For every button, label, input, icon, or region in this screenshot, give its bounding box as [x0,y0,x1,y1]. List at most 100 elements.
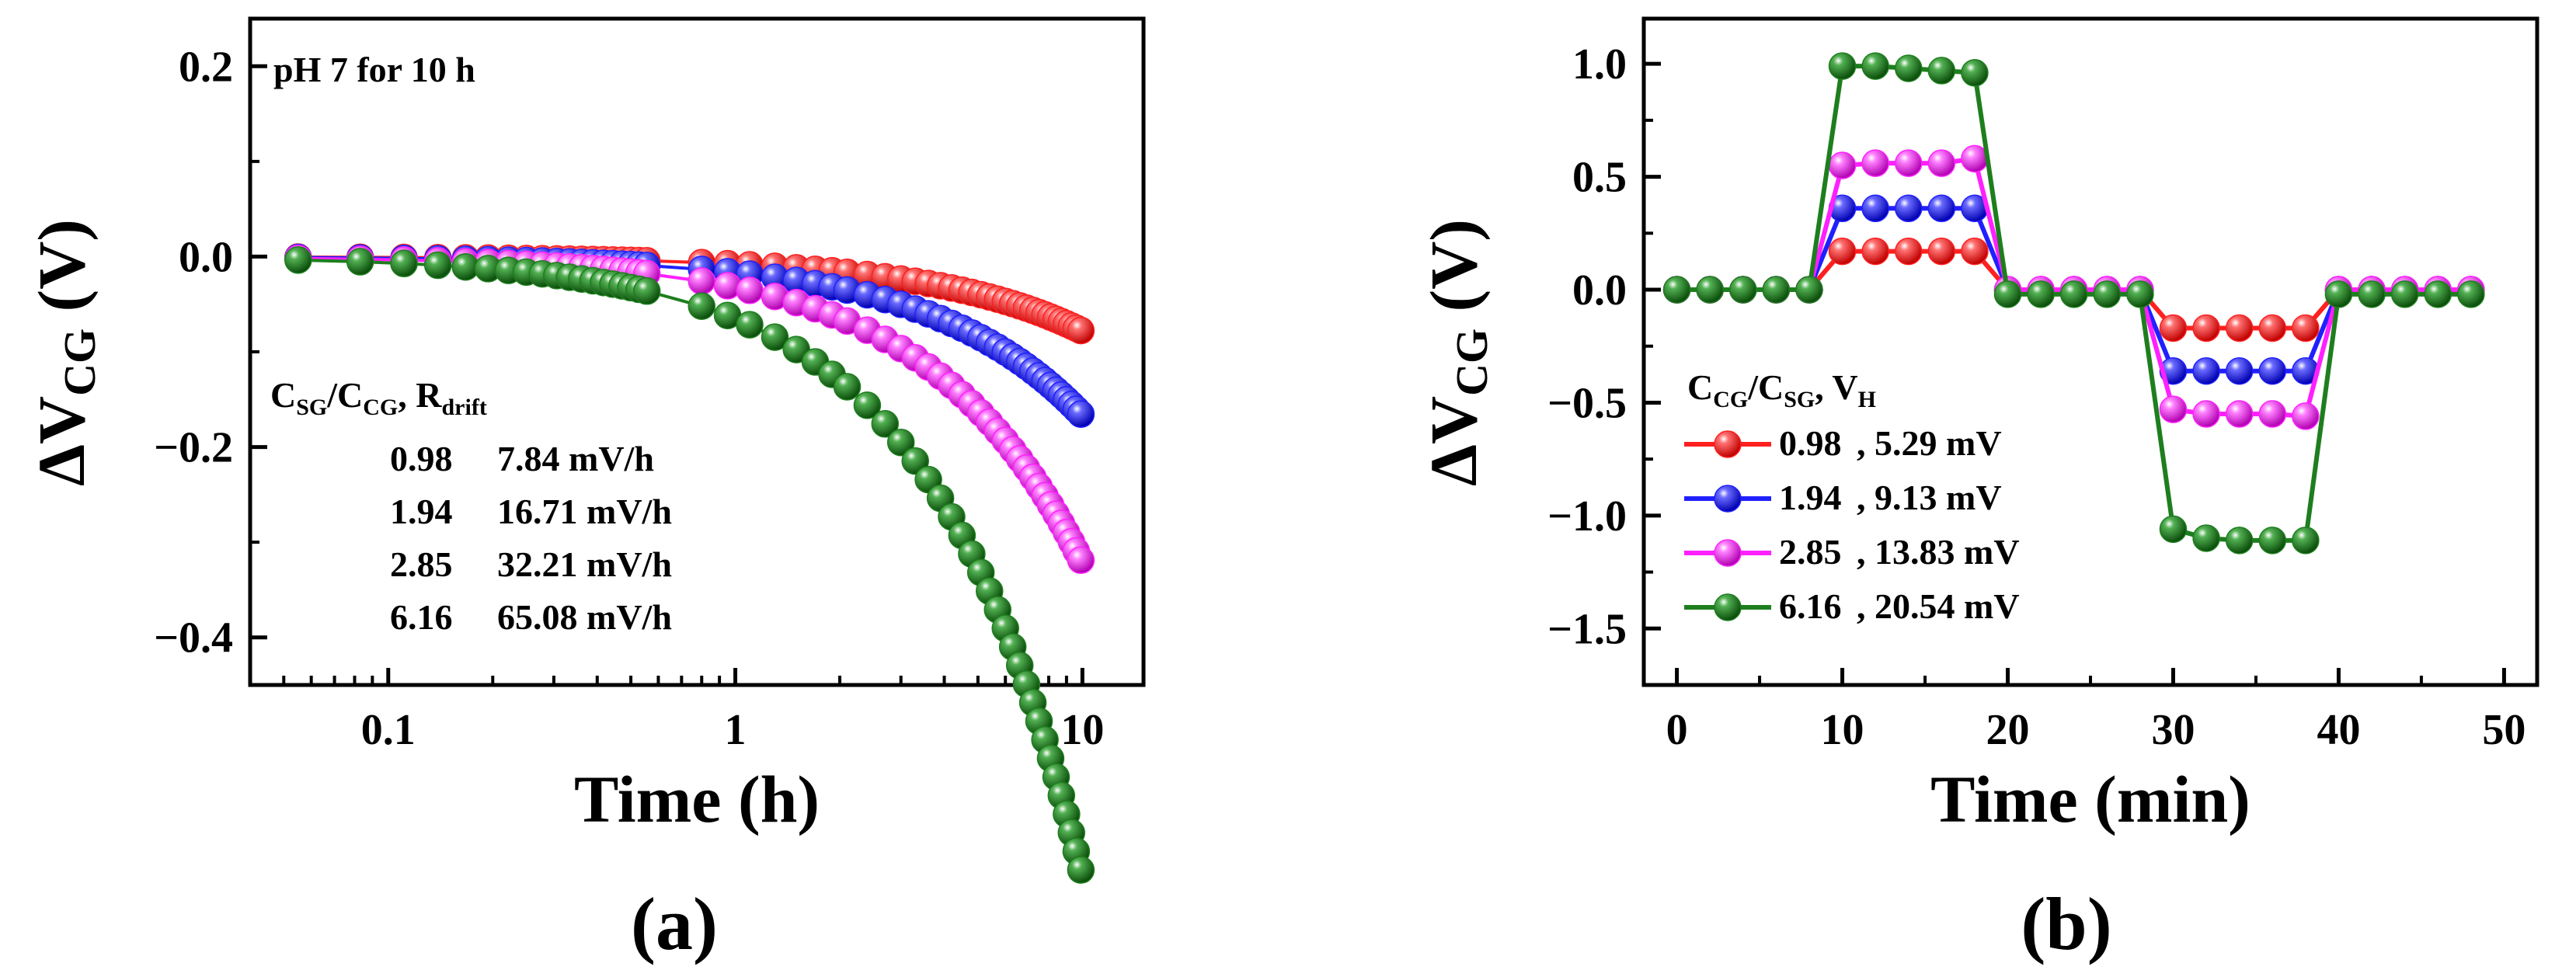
data-point [853,391,882,419]
legend-ratio: 2.85 [1779,532,1842,572]
data-point [2258,356,2287,385]
legend-ratio: 6.16 [390,597,453,637]
data-point [2192,314,2220,342]
data-point [2225,400,2254,428]
panel-a: pH 7 for 10 h 0.20.0−0.2−0.4 0.1 1 10 ΔVCG… [24,16,1146,965]
data-point [2192,524,2220,552]
data-point [423,251,452,280]
data-point [1861,149,1889,177]
legend-title-mid: /C [326,375,363,415]
legend-ratio: 2.85 [390,544,453,584]
legend-title-sub2: CG [363,395,398,420]
legend-title-r: , R [398,375,442,415]
panel-b-legend-entries: 0.98 , 5.29 mV 1.94 , 9.13 mV 2.85 , 13.83 mV… [1684,423,2020,626]
legend-title-v: , V [1815,367,1857,407]
data-point [2358,280,2386,308]
data-point [1894,149,1923,177]
legend-title-sub3: H [1858,387,1876,412]
data-point [2225,356,2254,385]
data-point [886,428,915,457]
data-point [346,248,374,276]
data-point [1067,400,1095,428]
legend-hysteresis: , 13.83 mV [1857,532,2020,572]
data-point [2292,402,2320,430]
y-tick-label: 0.2 [179,43,233,91]
data-point [2292,527,2320,555]
panel-a-legend-title: CSG/CCG, Rdrift [270,375,487,420]
data-point [1067,856,1095,884]
data-point [284,246,312,274]
panel-b-y-axis: 1.0 0.5 0.0 −0.5 −1.0 −1.5 [1547,40,1661,653]
data-point [2390,280,2419,308]
legend-title-sub1: SG [296,395,327,420]
data-point [1927,57,1956,85]
data-point [1993,280,2022,308]
panel-a-label: (a) [631,882,718,965]
data-point [2192,356,2220,385]
panel-b-legend: CCG/CSG, VH 0.98 , 5.29 mV 1.94 , 9.13 mV 2.… [1684,367,2020,626]
data-point [2159,395,2188,423]
data-point [833,373,862,401]
legend-drift: 65.08 mV/h [497,597,672,637]
data-point [761,323,789,351]
legend-title-c: C [1687,367,1713,407]
data-point [1894,237,1923,266]
data-point [2258,314,2287,342]
y-tick-label: −1.0 [1547,492,1627,541]
x-tick-label: 0 [1666,706,1688,754]
data-point [1927,237,1956,266]
panel-b-y-label-main: ΔV [1416,396,1491,486]
data-point [2159,314,2188,342]
data-point [2093,280,2122,308]
data-point [1861,52,1889,80]
legend-ratio: 6.16 [1779,586,1842,626]
data-point [2126,280,2154,308]
y-tick-label: 0.5 [1572,154,1627,202]
x-tick-label: 0.1 [361,706,416,754]
data-point [736,276,764,304]
y-tick-label: −0.2 [154,424,233,472]
data-point [1762,276,1791,304]
data-point [1894,194,1923,223]
x-tick-label: 50 [2482,706,2526,754]
data-point [1696,276,1724,304]
data-point [688,267,716,295]
panel-a-y-label-sub: CG [54,329,105,396]
x-tick-label: 30 [2151,706,2195,754]
data-point [632,277,661,305]
panel-a-plot: pH 7 for 10 h 0.20.0−0.2−0.4 0.1 1 10 ΔVCG… [24,16,1146,884]
y-tick-label: −0.4 [154,614,233,662]
panel-b-plot: 1.00.50.0−0.5−1.0−1.5 0 10 20 30 40 50 ΔVCG (… [1416,16,2539,836]
legend-ratio: 0.98 [1779,423,1842,463]
y-tick-label: 1.0 [1572,40,1627,89]
legend-ratio: 0.98 [390,439,453,478]
legend-title-c: C [270,375,296,415]
panel-a-x-axis-label: Time (h) [574,762,820,836]
legend-marker [1714,539,1742,567]
data-point [1894,54,1923,82]
panel-b-x-axis: 0 10 20 30 40 50 [1666,668,2526,754]
panel-b-frame [1641,16,2539,687]
data-point [1828,237,1857,266]
data-point [1828,52,1857,80]
legend-ratio: 1.94 [390,492,453,531]
legend-hysteresis: , 20.54 mV [1857,586,2020,626]
legend-title-mid: /C [1747,367,1784,407]
panel-b: 1.00.50.0−0.5−1.0−1.5 0 10 20 30 40 50 ΔVCG (… [1416,16,2539,965]
data-point [2424,280,2452,308]
data-point [1828,151,1857,179]
x-tick-label: 10 [1060,706,1104,754]
panel-b-y-label-unit: (V) [1416,219,1491,329]
legend-title-sub2: SG [1784,387,1815,412]
legend-title-sub1: CG [1713,387,1748,412]
data-point [2225,314,2254,342]
data-point [2059,280,2088,308]
data-point [688,292,716,320]
legend-marker [1714,593,1742,621]
data-point [2292,314,2320,342]
data-point [1861,237,1889,266]
panel-b-x-axis-label: Time (min) [1930,762,2251,836]
legend-ratio: 1.94 [1779,478,1842,517]
